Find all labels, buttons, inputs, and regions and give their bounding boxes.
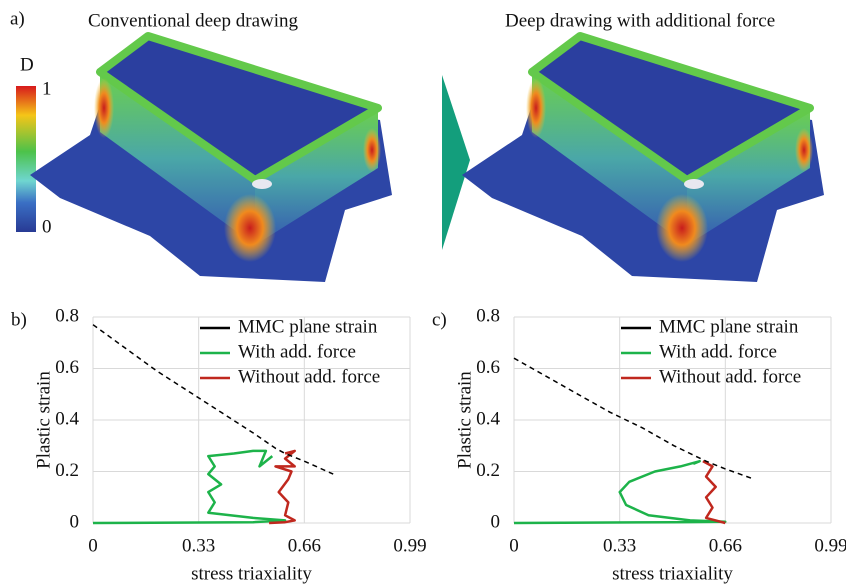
simulation-render <box>462 36 824 282</box>
series-line <box>269 449 296 525</box>
panel-title: Deep drawing with additional force <box>505 10 775 31</box>
colorbar-label: 1 <box>42 78 52 99</box>
colorbar <box>16 86 36 232</box>
series-line <box>513 357 755 480</box>
x-tick-label: 0 <box>509 535 519 556</box>
legend-label: MMC plane strain <box>238 316 378 337</box>
series-line <box>702 460 726 525</box>
y-tick-label: 0.4 <box>476 408 500 429</box>
legend-label: With add. force <box>238 341 356 362</box>
arrow <box>442 75 470 250</box>
panel-label: c) <box>432 309 447 330</box>
x-tick-label: 0.66 <box>709 535 742 556</box>
x-axis-label: stress triaxiality <box>191 563 312 584</box>
y-tick-label: 0 <box>70 511 80 532</box>
y-tick-label: 0 <box>491 511 501 532</box>
x-tick-label: 0 <box>88 535 98 556</box>
x-tick-label: 0.99 <box>814 535 846 556</box>
y-tick-label: 0.8 <box>476 305 500 326</box>
x-tick-label: 0.99 <box>393 535 426 556</box>
x-axis-label: stress triaxiality <box>612 563 733 584</box>
y-tick-label: 0.4 <box>55 408 79 429</box>
y-tick-label: 0.2 <box>476 460 500 481</box>
x-tick-label: 0.33 <box>182 535 215 556</box>
y-axis-label: Plastic strain <box>454 371 475 469</box>
y-tick-label: 0.6 <box>476 357 500 378</box>
colorbar-title: D <box>20 54 34 75</box>
panel-label: a) <box>10 8 25 29</box>
y-tick-label: 0.8 <box>55 305 79 326</box>
simulation-render <box>30 36 392 282</box>
legend-label: Without add. force <box>659 366 801 387</box>
series-line <box>92 449 287 525</box>
colorbar-label: 0 <box>42 216 52 237</box>
panel-title: Conventional deep drawing <box>88 10 299 31</box>
y-tick-label: 0.2 <box>55 460 79 481</box>
x-tick-label: 0.33 <box>603 535 636 556</box>
legend-label: MMC plane strain <box>659 316 799 337</box>
panel-label: b) <box>11 309 27 330</box>
y-tick-label: 0.6 <box>55 357 79 378</box>
legend-label: Without add. force <box>238 366 380 387</box>
legend-label: With add. force <box>659 341 777 362</box>
x-tick-label: 0.66 <box>288 535 321 556</box>
series-line <box>92 324 334 475</box>
y-axis-label: Plastic strain <box>33 371 54 469</box>
